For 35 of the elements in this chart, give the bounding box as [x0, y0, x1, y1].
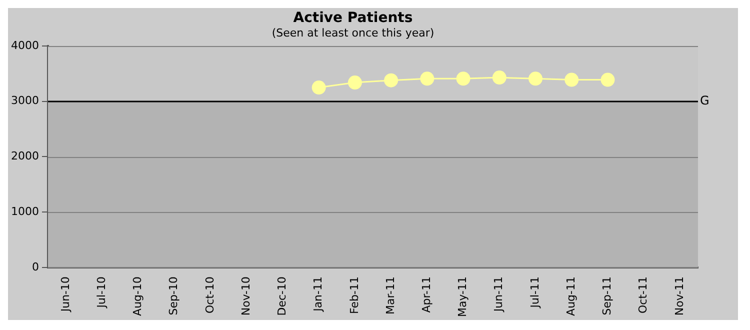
x-tick-label: Aug-11 [564, 276, 578, 316]
x-tick-label: Jul-10 [95, 276, 108, 309]
point [492, 70, 506, 85]
y-tick-label: 1000 [10, 204, 39, 218]
x-tick-label: Sep-11 [600, 276, 614, 316]
x-tick-label: Jun-11 [492, 276, 506, 313]
x-tick-label: Jul-11 [528, 276, 542, 309]
x-tick-label: Apr-11 [420, 276, 434, 313]
point [312, 80, 326, 95]
y-tick-label: 3000 [10, 94, 39, 108]
chart-title: Active Patients [293, 10, 413, 26]
x-tick-label: Nov-10 [239, 276, 252, 316]
x-tick-label: Aug-10 [131, 276, 144, 316]
x-tick-label: Sep-10 [167, 276, 180, 316]
x-tick-label: Oct-10 [203, 276, 216, 314]
point [564, 72, 579, 87]
chart-subtitle: (Seen at least once this year) [272, 26, 434, 40]
y-tick-label: 4000 [10, 38, 39, 52]
x-tick-label: Mar-11 [384, 276, 397, 315]
x-tick-label: Nov-11 [672, 276, 686, 316]
x-tick-label: May-11 [456, 276, 470, 317]
point [420, 72, 434, 86]
x-tick-label: Feb-11 [348, 276, 361, 314]
x-tick-label: Jun-10 [58, 276, 72, 313]
ref-line-label: G [700, 94, 710, 108]
point [600, 72, 615, 87]
y-tick-label: 0 [32, 260, 39, 274]
point [348, 76, 362, 90]
point [384, 73, 398, 88]
x-tick-label: Oct-11 [636, 276, 650, 314]
x-tick-label: Dec-10 [276, 276, 289, 316]
x-tick-label: Jan-11 [312, 276, 325, 312]
point [528, 72, 542, 86]
point [456, 72, 470, 86]
y-tick-label: 2000 [10, 150, 39, 163]
